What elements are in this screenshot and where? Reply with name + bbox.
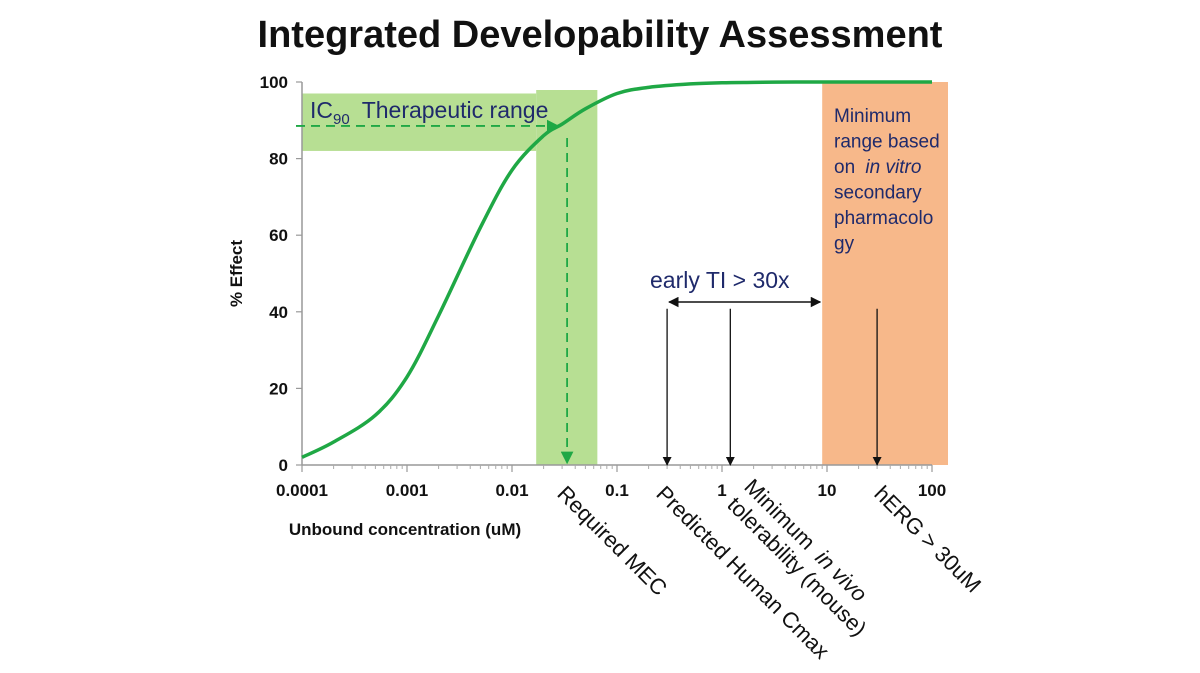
y-tick-label: 100: [260, 73, 288, 92]
therapeutic-range-label: Therapeutic range: [362, 97, 549, 123]
ic90-subscript: 90: [333, 111, 350, 128]
orange-text-line: pharmacolo: [834, 208, 933, 229]
y-tick-label: 40: [269, 303, 288, 322]
orange-text-line: secondary: [834, 183, 922, 204]
ti-label: early TI > 30x: [650, 267, 790, 293]
x-tick-label: 0.1: [605, 481, 629, 500]
y-tick-label: 0: [279, 456, 288, 475]
x-tick-label: 0.01: [495, 481, 528, 500]
x-tick-label: 10: [818, 481, 837, 500]
orange-text-line: Minimum: [834, 106, 911, 127]
ic90-base: IC: [310, 97, 333, 123]
green-horizontal-band: [302, 93, 537, 151]
y-axis-label: % Effect: [227, 240, 246, 307]
orange-text-line: range based: [834, 132, 940, 153]
y-tick-label: 60: [269, 226, 288, 245]
orange-text-line: gy: [834, 234, 855, 255]
ic90-label: IC90 Therapeutic range: [310, 97, 548, 128]
x-tick-label: 0.001: [386, 481, 429, 500]
x-tick-label: 0.0001: [276, 481, 328, 500]
orange-text-italic: in vitro: [865, 157, 921, 178]
y-tick-label: 20: [269, 379, 288, 398]
orange-text-prefix: on: [834, 157, 860, 178]
x-axis-label: Unbound concentration (uM): [289, 520, 521, 539]
chart-title: Integrated Developability Assessment: [257, 14, 943, 56]
y-tick-label: 80: [269, 150, 288, 169]
orange-text-line: on in vitro: [834, 157, 921, 178]
x-tick-label: 100: [918, 481, 946, 500]
dose-response-curve: [301, 80, 932, 459]
orange-band: [822, 82, 948, 465]
x-tick-label: 1: [717, 481, 726, 500]
